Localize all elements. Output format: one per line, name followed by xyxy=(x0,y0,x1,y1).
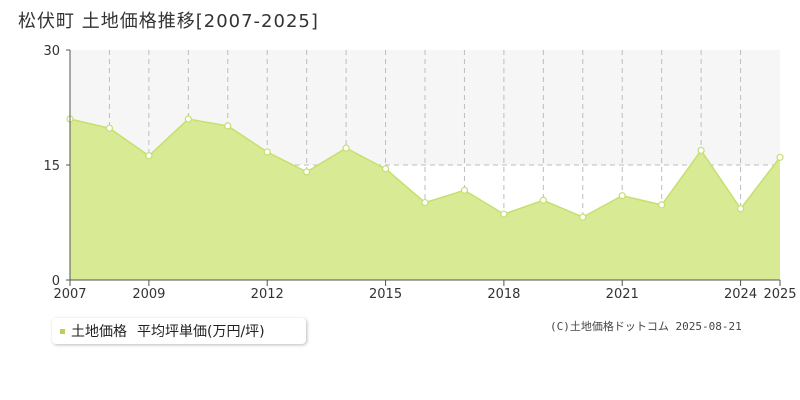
y-tick-label: 30 xyxy=(43,44,60,59)
axes xyxy=(66,49,781,286)
copyright-text: (C)土地価格ドットコム 2025-08-21 xyxy=(550,320,742,333)
data-point xyxy=(145,152,153,160)
data-point xyxy=(697,146,705,155)
data-point xyxy=(460,186,469,194)
x-tick-label: 2024 xyxy=(724,287,757,302)
x-tick-label: 2007 xyxy=(53,287,86,302)
y-tick-label: 0 xyxy=(52,274,60,289)
x-tick-label: 2015 xyxy=(369,287,402,302)
y-tick-label: 15 xyxy=(43,159,60,174)
data-point xyxy=(381,165,390,173)
x-tick-label: 2018 xyxy=(487,287,520,302)
data-point xyxy=(342,144,350,152)
data-point xyxy=(500,210,508,218)
area-fill xyxy=(70,119,780,280)
x-tick-label: 2009 xyxy=(132,287,165,302)
data-point xyxy=(579,213,587,221)
data-point xyxy=(618,192,626,200)
tick-labels: 0 15 30 2007 2009 2012 2015 2018 2021 2024 2025 xyxy=(43,44,796,302)
legend-unit-label: 平均坪単価(万円/坪) xyxy=(137,324,265,340)
markers xyxy=(66,115,784,221)
data-point xyxy=(539,196,547,204)
x-tick-label: 2012 xyxy=(251,287,284,302)
legend-swatch xyxy=(60,328,65,334)
legend: 土地価格 平均坪単価(万円/坪) xyxy=(52,318,306,344)
data-point xyxy=(224,122,232,130)
data-point xyxy=(658,201,666,209)
data-point xyxy=(263,148,271,156)
x-tick-label: 2021 xyxy=(606,287,639,302)
data-point xyxy=(736,205,745,213)
data-point xyxy=(105,124,114,132)
x-tick-label: 2025 xyxy=(763,287,796,302)
data-point xyxy=(303,168,311,176)
legend-series-label: 土地価格 xyxy=(71,324,127,340)
chart-title: 松伏町 土地価格推移[2007-2025] xyxy=(18,11,319,32)
data-point xyxy=(421,198,429,207)
data-point xyxy=(184,115,192,123)
data-point xyxy=(776,153,784,161)
